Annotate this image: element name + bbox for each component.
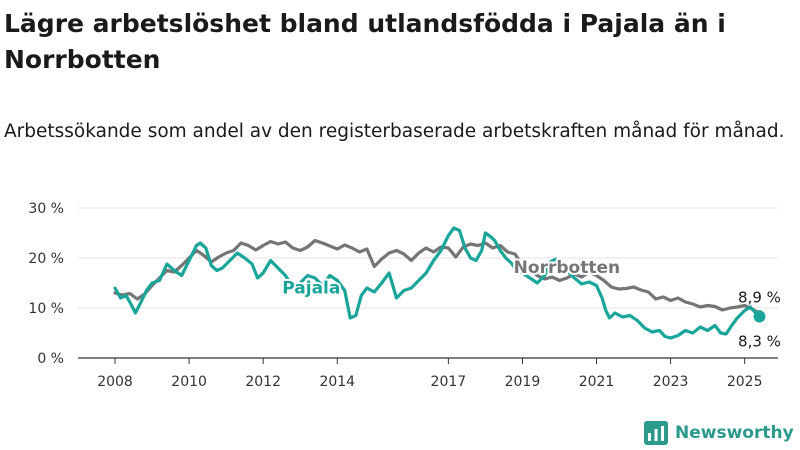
x-axis: 2008 2010 2012 2014 2017 2019 2021 2023 2025	[97, 358, 762, 390]
y-tick-label: 10 %	[28, 301, 64, 317]
chart-subtitle: Arbetssökande som andel av den registerb…	[4, 121, 785, 142]
series-lines	[113, 226, 766, 340]
x-tick-label: 2021	[579, 374, 615, 390]
y-tick-label: 0 %	[37, 351, 64, 367]
end-value-label-pajala: 8,3 %	[738, 333, 781, 351]
x-tick-label: 2025	[727, 374, 763, 390]
series-label-pajala: Pajala	[282, 279, 340, 299]
x-tick-label: 2019	[505, 374, 541, 390]
brand-name: Newsworthy	[675, 423, 794, 443]
x-tick-label: 2023	[653, 374, 689, 390]
newsworthy-brand: Newsworthy	[644, 419, 794, 447]
series-labels: Pajala Norrbotten 8,9 % 8,3 %	[280, 256, 781, 351]
x-tick-label: 2012	[245, 374, 281, 390]
end-point-pajala	[753, 310, 766, 323]
y-tick-label: 20 %	[28, 251, 64, 267]
x-tick-label: 2014	[319, 374, 355, 390]
series-label-norrbotten: Norrbotten	[514, 258, 620, 278]
x-tick-label: 2017	[431, 374, 467, 390]
gridlines	[78, 207, 778, 359]
x-tick-label: 2008	[97, 374, 133, 390]
end-value-label-norrbotten: 8,9 %	[738, 289, 781, 307]
newsworthy-logo-icon	[644, 421, 668, 445]
series-line-norrbotten	[113, 238, 762, 316]
x-tick-label: 2010	[171, 374, 207, 390]
series-line-pajala	[113, 226, 762, 340]
chart-title: Lägre arbetslöshet bland utlandsfödda i …	[4, 9, 726, 74]
y-tick-label: 30 %	[28, 201, 64, 217]
y-axis: 0 % 10 % 20 % 30 %	[28, 201, 64, 367]
